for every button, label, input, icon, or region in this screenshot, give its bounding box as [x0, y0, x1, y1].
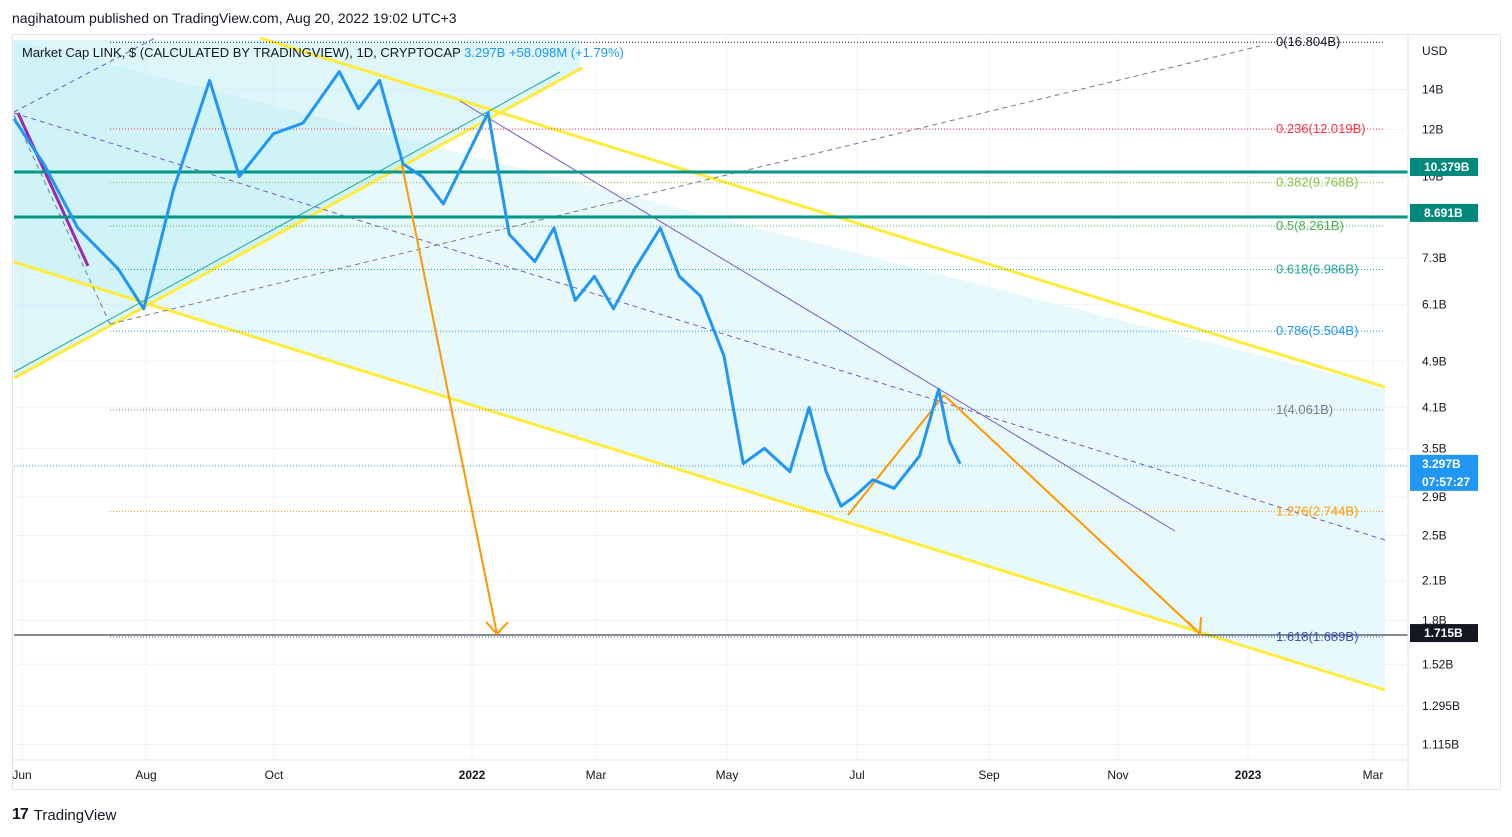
x-tick-label: Nov — [1107, 768, 1128, 782]
y-tick-label: 2.9B — [1422, 490, 1447, 504]
y-tick-label: 1.115B — [1422, 738, 1459, 752]
fib-level-label: 1.276(2.744B) — [1276, 503, 1358, 518]
fib-level-label: 0(16.804B) — [1276, 34, 1340, 49]
x-tick-label: Mar — [586, 768, 607, 782]
arrow-down-1 — [401, 164, 498, 635]
x-tick-label: Sep — [978, 768, 1000, 782]
arrow-head-2 — [1187, 616, 1202, 637]
arrow-down-2 — [943, 394, 1201, 635]
y-tick-label: 1.295B — [1422, 699, 1460, 713]
y-tick-label: 7.3B — [1422, 251, 1447, 265]
legend-change: +58.098M (+1.79%) — [508, 45, 624, 60]
arrow-up-2 — [847, 394, 945, 516]
y-tick-label: 1.8B — [1422, 614, 1447, 628]
price-tag-label: 1.715B — [1424, 626, 1463, 640]
price-tags: 10.379B 8.691B 1.715B 3.297B 07:57:27 — [1410, 157, 1478, 643]
x-tick-label: 2022 — [459, 768, 486, 782]
time-axis[interactable]: Jun Aug Oct 2022 Mar May Jul Sep Nov 2023 Mar — [12, 768, 1383, 782]
y-tick-label: 14B — [1422, 83, 1443, 97]
fib-level-label: 0.382(9.768B) — [1276, 175, 1358, 190]
drawings: 0(16.804B) 0.236(12.019B) 0.382(9.768B) 0.5… — [13, 34, 1408, 692]
y-tick-label: 1.52B — [1422, 657, 1453, 671]
y-tick-label: 12B — [1422, 122, 1443, 136]
fib-level-label: 1.618(1.689B) — [1276, 629, 1358, 644]
x-tick-label: Aug — [135, 768, 156, 782]
y-tick-label: 4.9B — [1422, 354, 1447, 368]
dashed-trend-line-up — [109, 45, 1261, 325]
y-tick-label: 3.5B — [1422, 441, 1447, 455]
fib-level-label: 1(4.061B) — [1276, 402, 1333, 417]
dashed-trend-line-left — [13, 114, 111, 325]
publisher-line: nagihatoum published on TradingView.com,… — [12, 10, 457, 26]
fib-retracement: 0(16.804B) 0.236(12.019B) 0.382(9.768B) 0.5… — [110, 34, 1385, 644]
price-line — [12, 70, 962, 508]
tradingview-brand[interactable]: TradingView — [33, 806, 117, 824]
x-tick-label: Jun — [12, 768, 31, 782]
purple-short-line — [16, 112, 90, 267]
last-price-label: 3.297B — [1422, 457, 1461, 471]
ascending-teal-line — [13, 71, 561, 373]
countdown-label: 07:57:27 — [1422, 475, 1470, 489]
channel-lower-line — [13, 260, 1386, 692]
chart-legend: Market Cap LINK, $ (CALCULATED BY TRADIN… — [22, 45, 624, 60]
legend-value: 3.297B — [464, 45, 506, 60]
ascending-support-line — [13, 66, 583, 380]
legend-symbol: Market Cap LINK, $ (CALCULATED BY TRADIN… — [22, 45, 461, 60]
arrow-head-1 — [485, 621, 509, 636]
price-tag — [1410, 157, 1478, 176]
currency-label: USD — [1422, 44, 1448, 58]
x-tick-label: Jul — [849, 768, 864, 782]
price-tag-label: 10.379B — [1424, 160, 1470, 174]
y-tick-label: 2.5B — [1422, 528, 1447, 542]
x-tick-label: 2023 — [1235, 768, 1262, 782]
price-tag — [1410, 624, 1478, 643]
descending-channel-fill — [14, 40, 1385, 690]
price-axis[interactable]: 14B12B10B8.6B7.3B6.1B4.9B4.1B3.5B2.9B2.5… — [1422, 83, 1460, 752]
price-tag-label: 8.691B — [1424, 206, 1463, 220]
fib-level-label: 0.618(6.986B) — [1276, 261, 1358, 276]
price-tag — [1410, 203, 1478, 222]
ascending-channel-fill — [14, 40, 580, 378]
last-price-tag — [1410, 454, 1478, 491]
x-tick-label: Mar — [1363, 768, 1384, 782]
chart-frame — [12, 34, 1501, 790]
channel-upper-line — [259, 36, 1386, 389]
fib-level-label: 0.5(8.261B) — [1276, 218, 1344, 233]
fib-level-label: 0.786(5.504B) — [1276, 323, 1358, 338]
y-tick-label: 6.1B — [1422, 298, 1447, 312]
x-tick-label: Oct — [265, 768, 284, 782]
y-tick-label: 2.1B — [1422, 574, 1447, 588]
fib-level-label: 0.236(12.019B) — [1276, 121, 1366, 136]
tradingview-logo-icon: 17 — [12, 806, 29, 823]
x-tick-label: May — [716, 768, 739, 782]
y-tick-label: 4.1B — [1422, 400, 1447, 414]
footer: 17 TradingView — [12, 806, 116, 824]
